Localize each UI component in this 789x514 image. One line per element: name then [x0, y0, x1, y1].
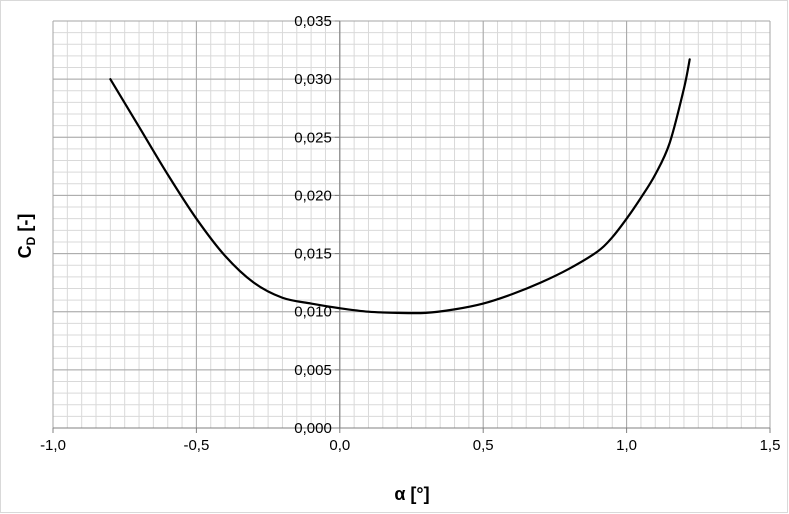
x-tick-label: -0,5 [183, 437, 209, 454]
y-tick-label: 0,000 [294, 420, 332, 437]
x-tick-label: 0,5 [473, 437, 494, 454]
x-tick-labels: -1,0 -0,5 0,0 0,5 1,0 1,5 [40, 437, 780, 454]
x-tick-label: 0,0 [329, 437, 350, 454]
y-tick-label: 0,010 [294, 304, 332, 321]
y-tick-label: 0,015 [294, 246, 332, 263]
minor-gridlines [52, 20, 771, 429]
y-tick-labels: 0,000 0,005 0,010 0,015 0,020 0,025 0,030 0,035 [294, 13, 332, 437]
x-axis-title: α [°] [394, 484, 429, 504]
y-tick-label: 0,005 [294, 362, 332, 379]
y-axis-title-rest: [-] [15, 214, 35, 237]
y-tick-label: 0,035 [294, 13, 332, 30]
x-tick-label: 1,5 [760, 437, 781, 454]
y-tick-label: 0,025 [294, 129, 332, 146]
y-tick-label: 0,020 [294, 187, 332, 204]
series-line [109, 58, 691, 315]
axes [52, 20, 771, 433]
y-axis-title-main: C [15, 245, 35, 258]
x-tick-label: 1,0 [616, 437, 637, 454]
y-tick-label: 0,030 [294, 71, 332, 88]
x-tick-label: -1,0 [40, 437, 66, 454]
series-group [109, 58, 691, 315]
y-axis-title-sub: D [24, 236, 38, 245]
y-axis-title: CD [-] [15, 214, 38, 259]
